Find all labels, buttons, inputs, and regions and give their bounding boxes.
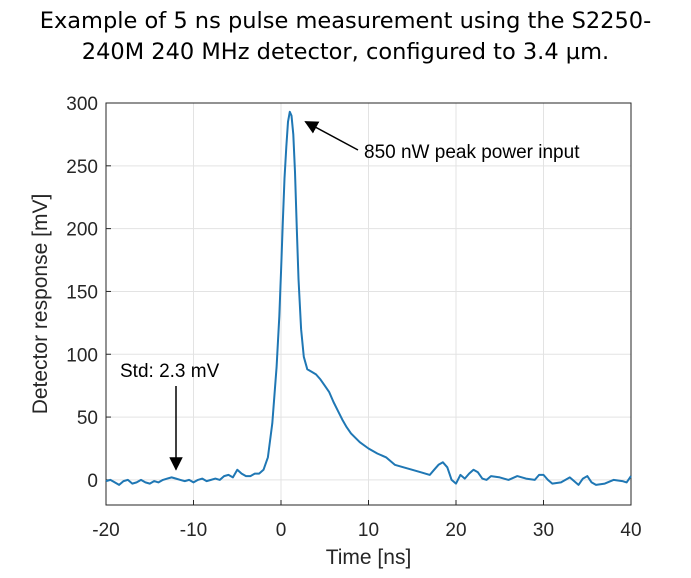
annotation-std-text: Std: 2.3 mV xyxy=(120,361,220,382)
x-tick-label: 40 xyxy=(620,520,641,541)
y-tick-label: 250 xyxy=(66,157,98,178)
annotation-peak-arrow xyxy=(304,121,359,151)
y-tick-label: 300 xyxy=(66,94,98,115)
y-axis-label: Detector response [mV] xyxy=(29,194,52,415)
y-tick-label: 100 xyxy=(66,345,98,366)
y-tick-label: 150 xyxy=(66,282,98,303)
chart-title: Example of 5 ns pulse measurement using … xyxy=(0,6,691,68)
y-tick-label: 200 xyxy=(66,220,98,241)
x-axis-label: Time [ns] xyxy=(326,546,412,569)
grid xyxy=(105,102,632,505)
series-line-detector-response xyxy=(105,110,632,486)
x-tick-label: 10 xyxy=(358,520,379,541)
chart-title-line-1: Example of 5 ns pulse measurement using … xyxy=(39,8,652,34)
annotation-peak-text: 850 nW peak power input xyxy=(364,142,580,163)
axis-ticks: -20 -10 0 10 20 30 40 0 50 100 150 200 250 300 xyxy=(66,94,641,541)
chart-title-line-2: 240M 240 MHz detector, configured to 3.4… xyxy=(81,39,610,65)
x-tick-label: -20 xyxy=(92,520,119,541)
x-tick-label: 0 xyxy=(276,520,287,541)
y-tick-label: 0 xyxy=(87,471,98,492)
y-tick-label: 50 xyxy=(77,408,98,429)
x-tick-label: -10 xyxy=(180,520,207,541)
x-tick-label: 30 xyxy=(533,520,554,541)
x-tick-label: 20 xyxy=(445,520,466,541)
